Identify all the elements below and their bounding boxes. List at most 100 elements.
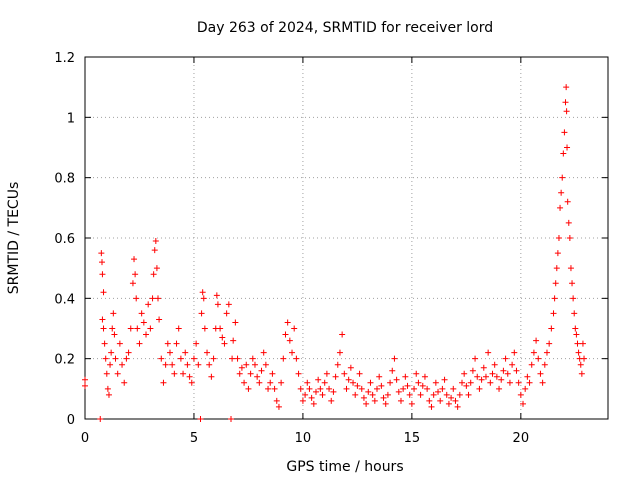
data-point-marker <box>415 379 422 386</box>
data-point-marker <box>275 403 282 410</box>
data-point-marker <box>323 370 330 377</box>
data-point-marker <box>380 394 387 401</box>
data-point-marker <box>200 295 207 302</box>
data-point-marker <box>347 364 354 371</box>
data-point-marker <box>293 355 300 362</box>
data-point-marker <box>273 397 280 404</box>
data-point-marker <box>563 108 570 115</box>
data-point-marker <box>456 391 463 398</box>
data-point-marker <box>341 370 348 377</box>
data-point-marker <box>238 364 245 371</box>
data-point-marker <box>186 373 193 380</box>
data-point-marker <box>489 370 496 377</box>
data-point-marker <box>101 340 108 347</box>
data-point-marker <box>424 385 431 392</box>
data-point-marker <box>493 373 500 380</box>
data-point-marker <box>164 340 171 347</box>
data-point-marker <box>315 376 322 383</box>
data-point-marker <box>579 340 586 347</box>
data-point-marker <box>389 367 396 374</box>
data-point-marker <box>319 391 326 398</box>
data-point-marker <box>82 382 88 389</box>
data-point-marker <box>548 325 555 332</box>
data-point-marker <box>336 349 343 356</box>
y-tick-label: 1.2 <box>54 51 75 66</box>
data-point-marker <box>541 361 548 368</box>
data-point-marker <box>107 361 114 368</box>
data-point-marker <box>573 331 580 338</box>
data-point-marker <box>291 325 298 332</box>
data-point-marker <box>404 382 411 389</box>
data-point-marker <box>249 355 256 362</box>
data-point-marker <box>265 385 272 392</box>
data-point-marker <box>558 189 565 196</box>
data-point-marker <box>487 379 494 386</box>
data-point-marker <box>100 289 107 296</box>
data-point-marker <box>175 325 182 332</box>
data-point-marker <box>502 355 509 362</box>
data-point-marker <box>515 379 522 386</box>
data-point-marker <box>125 349 132 356</box>
data-point-marker <box>406 391 413 398</box>
data-point-marker <box>563 84 570 91</box>
data-point-marker <box>169 361 176 368</box>
data-point-marker <box>533 337 540 344</box>
data-point-marker <box>577 361 584 368</box>
data-point-marker <box>356 370 363 377</box>
data-point-marker <box>206 361 213 368</box>
data-point-marker <box>282 331 289 338</box>
data-point-marker <box>234 355 241 362</box>
chart-title: Day 263 of 2024, SRMTID for receiver lor… <box>197 20 493 36</box>
data-point-marker <box>177 355 184 362</box>
data-points <box>82 84 588 422</box>
data-point-marker <box>241 379 248 386</box>
data-point-marker <box>391 355 398 362</box>
data-point-marker <box>108 349 115 356</box>
data-point-marker <box>552 280 559 287</box>
data-point-marker <box>180 370 187 377</box>
data-point-marker <box>109 325 116 332</box>
data-point-marker <box>151 247 158 254</box>
data-point-marker <box>478 376 485 383</box>
data-point-marker <box>321 379 328 386</box>
data-point-marker <box>574 340 581 347</box>
data-point-marker <box>328 397 335 404</box>
data-point-marker <box>395 388 402 395</box>
data-point-marker <box>104 385 111 392</box>
data-point-marker <box>312 388 319 395</box>
data-point-marker <box>295 370 302 377</box>
data-point-marker <box>278 379 285 386</box>
data-point-marker <box>387 379 394 386</box>
data-point-marker <box>100 325 107 332</box>
data-point-marker <box>267 379 274 386</box>
data-point-marker <box>570 295 577 302</box>
data-point-marker <box>245 385 252 392</box>
data-point-marker <box>506 379 513 386</box>
data-point-marker <box>260 349 267 356</box>
data-point-marker <box>562 99 569 106</box>
data-point-marker <box>543 349 550 356</box>
data-point-marker <box>448 394 455 401</box>
data-point-marker <box>299 397 306 404</box>
data-point-marker <box>102 355 109 362</box>
data-point-marker <box>432 379 439 386</box>
x-tick-label: 20 <box>513 431 530 446</box>
data-point-marker <box>437 397 444 404</box>
data-point-marker <box>330 388 337 395</box>
data-point-marker <box>223 310 230 317</box>
data-point-marker <box>280 355 287 362</box>
data-point-marker <box>221 340 228 347</box>
data-point-marker <box>150 271 157 278</box>
data-point-marker <box>127 325 134 332</box>
data-point-marker <box>99 316 106 323</box>
data-point-marker <box>413 370 420 377</box>
data-point-marker <box>162 361 169 368</box>
data-point-marker <box>575 349 582 356</box>
data-point-marker <box>193 340 200 347</box>
data-point-marker <box>581 355 588 362</box>
data-point-marker <box>537 370 544 377</box>
data-point-marker <box>426 397 433 404</box>
data-point-marker <box>504 370 511 377</box>
data-point-marker <box>286 337 293 344</box>
data-point-marker <box>103 370 110 377</box>
